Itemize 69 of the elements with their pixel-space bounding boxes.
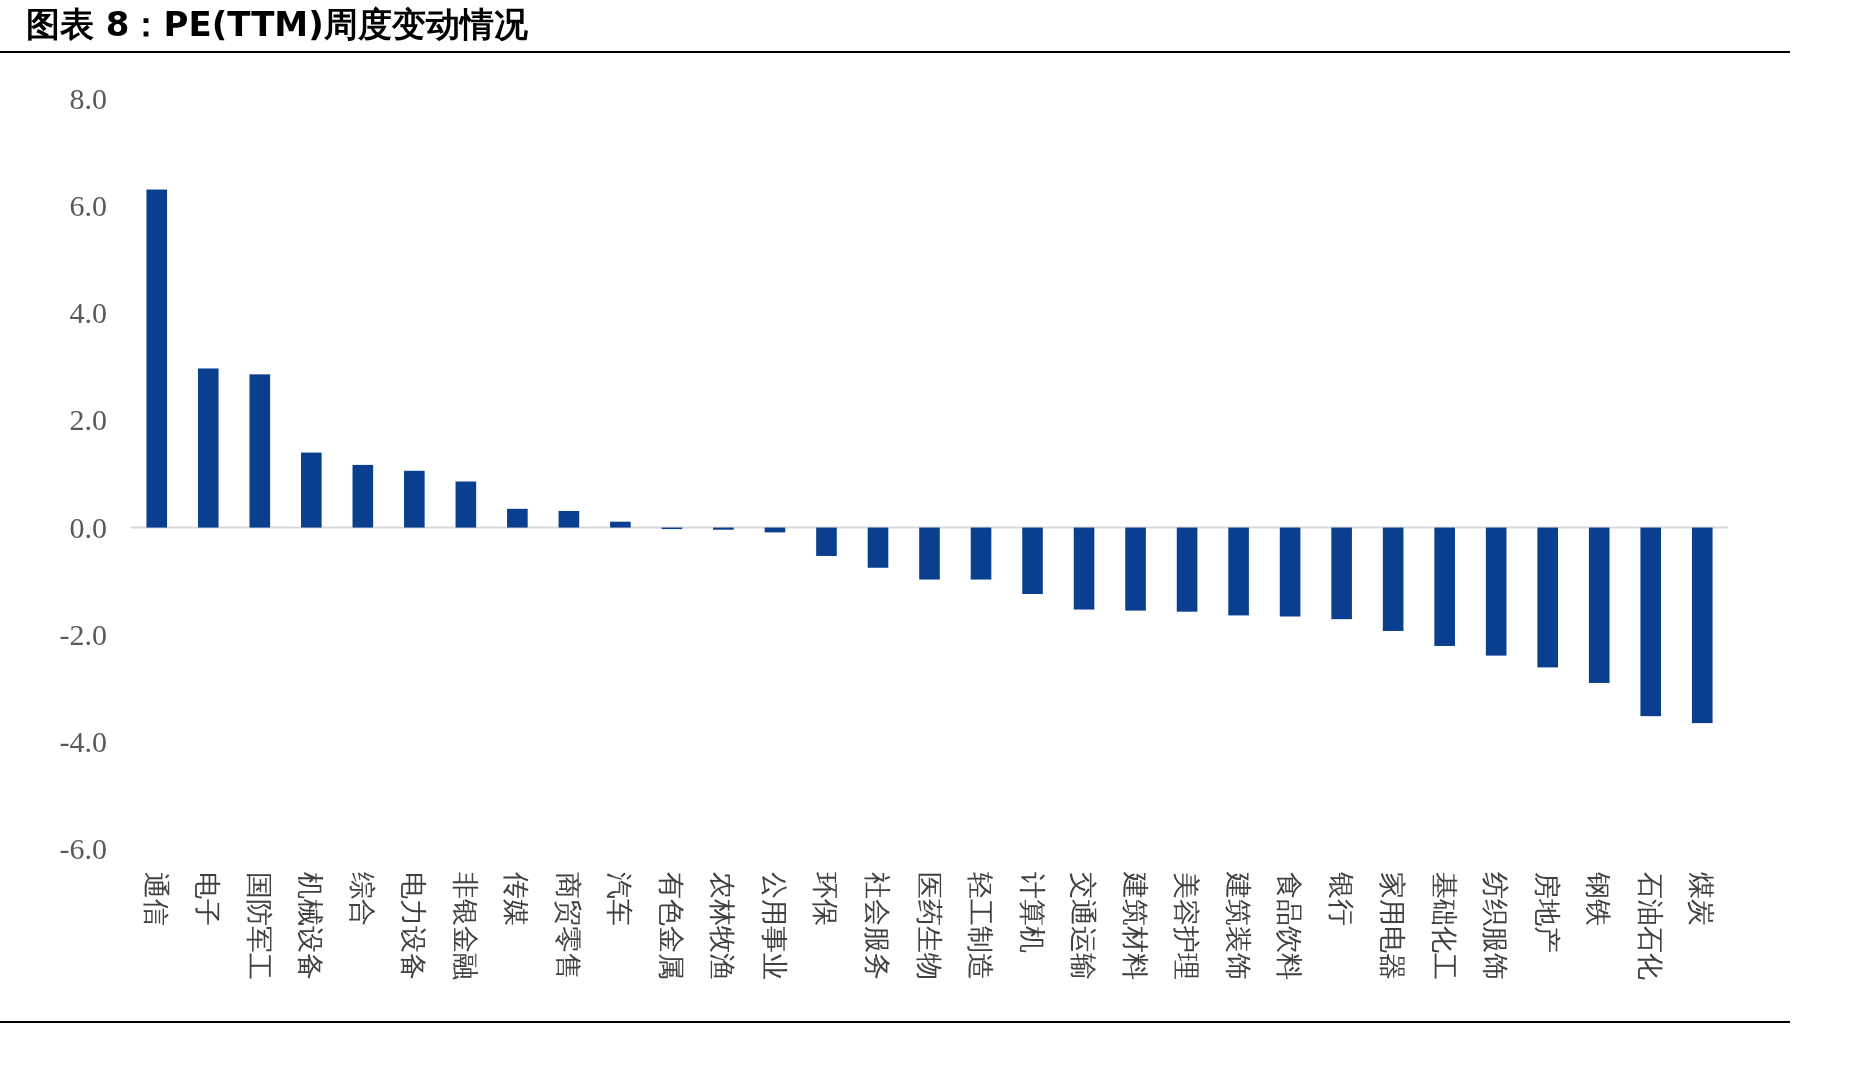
bar — [507, 508, 528, 528]
bar — [249, 374, 271, 528]
bar — [1382, 527, 1404, 631]
bar — [1331, 527, 1352, 620]
x-tick-label: 医药生物 — [913, 872, 945, 980]
y-tick-label: 2.0 — [69, 403, 107, 437]
x-tick-label: 钢铁 — [1583, 871, 1615, 926]
x-tick-label: 石油石化 — [1634, 872, 1666, 980]
bar — [404, 470, 425, 528]
bar — [1691, 527, 1713, 724]
bar — [1537, 527, 1558, 668]
bar — [1022, 527, 1043, 594]
x-tick-label: 美容护理 — [1171, 872, 1203, 980]
bar — [1434, 527, 1455, 646]
x-tick-label: 通信 — [140, 872, 172, 926]
bar — [197, 368, 219, 528]
x-tick-label: 农林牧渔 — [707, 872, 739, 980]
y-tick-label: -4.0 — [59, 724, 107, 758]
chart-title: 图表 8：PE(TTM)周度变动情况 — [26, 4, 529, 44]
y-tick-label: 6.0 — [69, 189, 107, 223]
x-tick-label: 环保 — [810, 872, 842, 926]
x-tick-label: 纺织服饰 — [1480, 872, 1512, 980]
bar — [1279, 527, 1301, 617]
x-tick-label: 汽车 — [604, 872, 636, 926]
bar — [352, 464, 374, 528]
bar — [1073, 527, 1095, 610]
bar — [558, 510, 580, 528]
y-tick-label: 0.0 — [69, 510, 107, 544]
x-tick-label: 房地产 — [1531, 872, 1563, 953]
x-tick-label: 传媒 — [501, 872, 533, 926]
y-tick-label: -6.0 — [59, 832, 107, 865]
bar — [1640, 527, 1662, 717]
x-tick-label: 轻工制造 — [965, 872, 997, 980]
x-tick-label: 公用事业 — [758, 872, 790, 980]
x-tick-label: 国防军工 — [243, 872, 275, 980]
bar — [919, 527, 940, 580]
bar — [1176, 527, 1198, 612]
x-tick-label: 银行 — [1325, 871, 1357, 926]
x-tick-label: 社会服务 — [861, 872, 893, 980]
bar — [713, 527, 734, 530]
bar — [867, 527, 889, 568]
x-tick-label: 机械设备 — [295, 872, 327, 980]
x-tick-label: 电力设备 — [398, 872, 430, 980]
x-tick-label: 电子 — [192, 872, 224, 926]
bar — [455, 481, 477, 528]
y-tick-label: -2.0 — [59, 617, 107, 651]
bar — [970, 527, 992, 580]
bar — [301, 452, 322, 528]
x-tick-label: 建筑装饰 — [1222, 871, 1254, 980]
bar — [1588, 527, 1610, 683]
bar — [1125, 527, 1146, 611]
bar — [610, 521, 631, 528]
x-tick-label: 商贸零售 — [552, 872, 584, 980]
x-tick-label: 非银金融 — [449, 872, 481, 980]
x-tick-label: 交通运输 — [1068, 872, 1100, 980]
x-tick-label: 家用电器 — [1377, 872, 1409, 980]
x-tick-label: 煤炭 — [1686, 872, 1718, 926]
x-tick-label: 食品饮料 — [1274, 872, 1306, 980]
bar — [1228, 527, 1249, 616]
x-tick-label: 计算机 — [1016, 872, 1048, 953]
x-tick-label: 综合 — [346, 872, 378, 926]
y-tick-label: 4.0 — [69, 296, 107, 330]
bar — [146, 189, 168, 528]
bar — [1485, 527, 1507, 656]
y-tick-label: 8.0 — [69, 82, 107, 115]
bar — [816, 527, 837, 556]
x-tick-label: 有色金属 — [655, 872, 687, 980]
x-tick-label: 基础化工 — [1428, 872, 1460, 980]
x-tick-label: 建筑材料 — [1119, 871, 1151, 980]
